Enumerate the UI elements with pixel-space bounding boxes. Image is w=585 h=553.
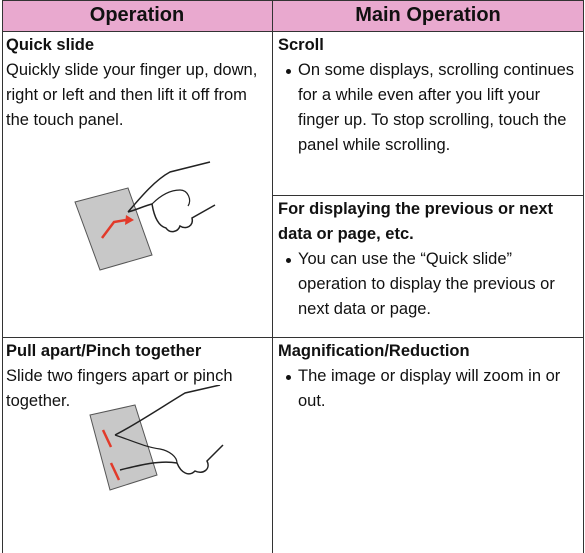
main-bullet: On some displays, scrolling continues fo…: [278, 58, 578, 158]
bullet-dot: [286, 258, 291, 263]
bullet-dot: [286, 69, 291, 74]
pinch-illustration: [89, 385, 224, 491]
bullet-text: The image or display will zoom in or out…: [298, 367, 561, 410]
border: [2, 0, 583, 1]
header-cell: Operation: [2, 0, 272, 31]
operation-cell: Quick slide Quickly slide your finger up…: [6, 33, 270, 133]
main-bullet: The image or display will zoom in or out…: [278, 364, 578, 414]
border: [583, 0, 584, 553]
main-cell: Scroll On some displays, scrolling conti…: [278, 33, 578, 158]
main-cell: Magnification/Reduction The image or dis…: [278, 339, 578, 414]
bullet-text: On some displays, scrolling continues fo…: [298, 61, 575, 154]
main-cell: For displaying the previous or next data…: [278, 197, 568, 322]
border: [2, 337, 583, 338]
main-title: For displaying the previous or next data…: [278, 200, 554, 243]
operation-description: Slide two fingers apart or pinch togethe…: [6, 367, 233, 410]
main-title: Scroll: [278, 36, 324, 54]
header-cell: Main Operation: [273, 0, 583, 31]
operation-title: Pull apart/Pinch together: [6, 342, 202, 360]
operation-cell: Pull apart/Pinch together Slide two fing…: [6, 339, 256, 414]
border: [2, 0, 3, 553]
main-title: Magnification/Reduction: [278, 342, 470, 360]
operation-description: Quickly slide your finger up, down, righ…: [6, 61, 258, 129]
operation-title: Quick slide: [6, 36, 95, 54]
border: [272, 0, 273, 553]
border: [2, 31, 583, 32]
bullet-dot: [286, 375, 291, 380]
border: [273, 195, 583, 196]
main-bullet: You can use the “Quick slide” operation …: [278, 247, 568, 322]
quick-slide-illustration: [74, 161, 216, 271]
bullet-text: You can use the “Quick slide” operation …: [298, 250, 555, 318]
